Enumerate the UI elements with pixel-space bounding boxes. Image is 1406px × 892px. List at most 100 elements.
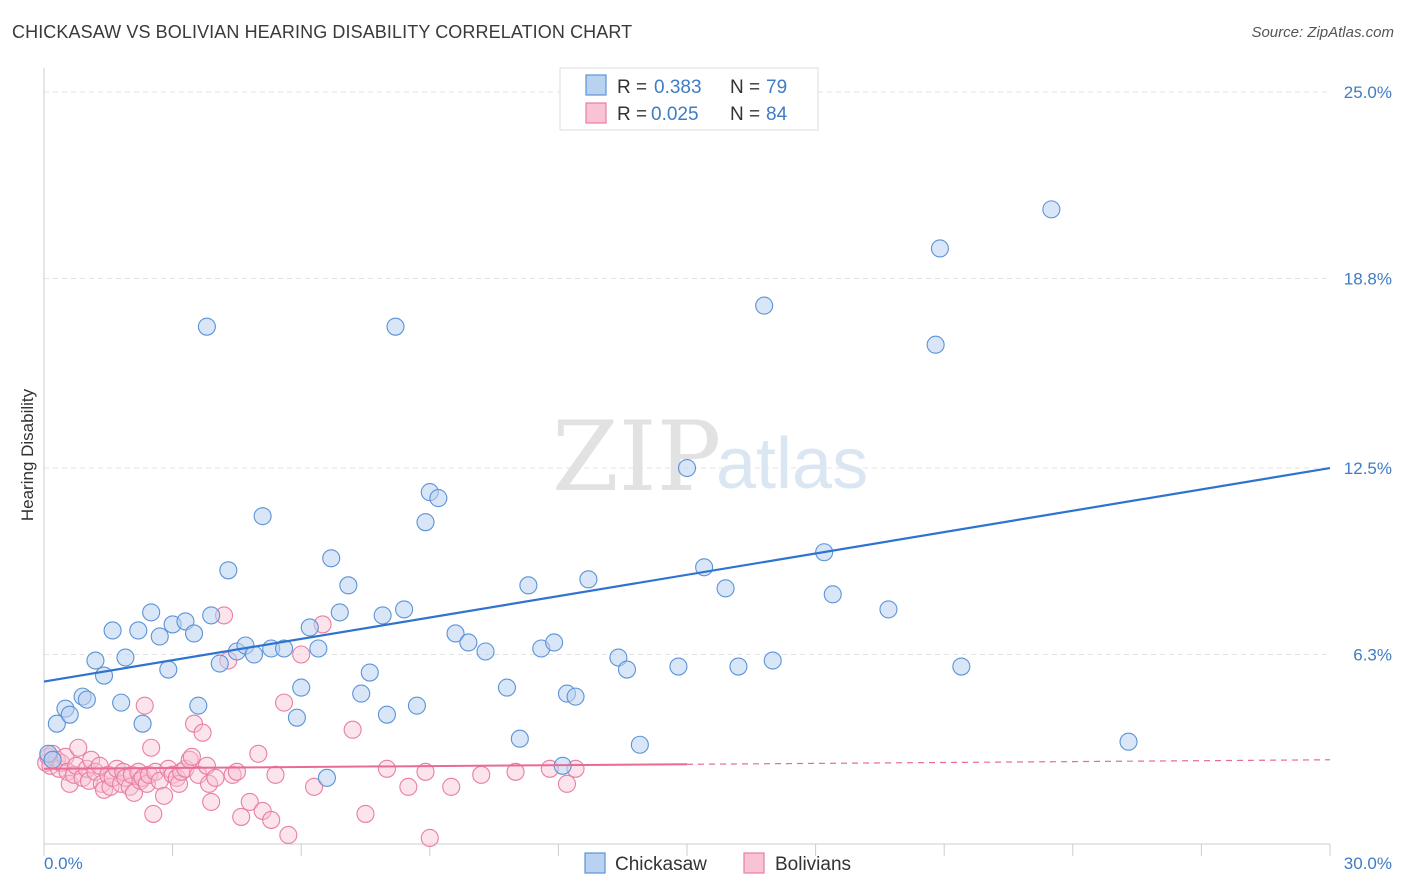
y-tick-label-2: 18.8% (1344, 270, 1392, 289)
bolivians-point-72 (343, 720, 362, 739)
chickasaw-point-69 (755, 296, 774, 315)
bolivians-point-77 (420, 828, 439, 848)
chart-title: CHICKASAW VS BOLIVIAN HEARING DISABILITY… (12, 22, 633, 42)
chickasaw-point-28 (253, 507, 272, 526)
chickasaw-point-67 (716, 579, 735, 598)
watermark-atlas: atlas (716, 424, 868, 504)
chickasaw-point-59 (566, 687, 585, 706)
trend-line-chickasaw (43, 466, 1331, 683)
chickasaw-point-49 (446, 624, 465, 643)
series-bolivians-points (37, 606, 585, 848)
bolivians-point-68 (279, 825, 298, 845)
chickasaw-point-7 (86, 651, 105, 670)
legend-swatch-bolivians (585, 102, 607, 124)
chickasaw-point-76 (952, 657, 971, 676)
legend-n-label-1: N = (730, 77, 760, 98)
chickasaw-point-33 (300, 618, 319, 637)
chickasaw-point-77 (1042, 200, 1061, 219)
x-tick-label-min: 0.0% (44, 854, 83, 873)
bolivians-point-41 (154, 786, 174, 805)
legend-r-label-1: R = (617, 77, 647, 98)
bolivians-point-55 (202, 792, 221, 811)
trend-line-bolivians-dashed (686, 759, 1331, 765)
chickasaw-point-75 (930, 239, 949, 258)
chickasaw-point-46 (416, 513, 435, 532)
chickasaw-point-56 (545, 633, 564, 652)
bolivians-point-75 (399, 777, 418, 796)
chickasaw-point-22 (202, 606, 221, 625)
chickasaw-point-43 (386, 317, 405, 336)
bolivians-point-52 (193, 723, 212, 742)
chickasaw-point-19 (184, 624, 204, 643)
chickasaw-point-4 (60, 705, 79, 724)
chickasaw-point-78 (1119, 732, 1138, 751)
chickasaw-point-31 (287, 708, 306, 727)
chickasaw-point-9 (103, 621, 122, 640)
chickasaw-point-35 (317, 768, 336, 787)
chickasaw-point-11 (116, 648, 135, 667)
chickasaw-point-60 (579, 570, 598, 589)
legend-n-label-2: N = (730, 104, 760, 125)
bolivians-point-74 (377, 759, 396, 778)
legend-swatch-chickasaw (585, 74, 607, 96)
chickasaw-point-12 (129, 621, 148, 640)
y-tick-labels: 6.3% 12.5% 18.8% 25.0% (1344, 83, 1392, 664)
legend-r-label-2: R = (617, 104, 647, 125)
bolivians-point-12 (69, 738, 88, 757)
chickasaw-point-41 (373, 606, 392, 625)
chickasaw-point-13 (133, 714, 152, 733)
chickasaw-point-54 (519, 576, 538, 595)
bolivians-point-78 (442, 777, 461, 796)
chickasaw-point-51 (476, 642, 495, 661)
bolivians-point-49 (182, 747, 201, 766)
chickasaw-point-50 (459, 633, 478, 652)
chickasaw-point-20 (189, 696, 208, 715)
chickasaw-point-30 (275, 639, 294, 658)
chickasaw-point-45 (407, 696, 426, 715)
chickasaw-point-48 (429, 489, 448, 508)
bolivians-point-69 (292, 645, 311, 664)
bolivians-point-63 (249, 744, 268, 763)
bolivians-point-82 (557, 774, 577, 793)
chickasaw-point-64 (669, 657, 688, 676)
y-tick-label-3: 25.0% (1344, 83, 1392, 102)
chickasaw-point-32 (292, 678, 311, 697)
legend-n-value-bolivians: 84 (766, 104, 788, 125)
legend-r-value-chickasaw: 0.383 (654, 77, 702, 98)
bolivians-point-80 (506, 762, 525, 781)
bottom-legend: Chickasaw Bolivians (584, 852, 851, 875)
chickasaw-point-40 (360, 663, 379, 682)
y-axis-label: Hearing Disability (18, 388, 37, 521)
chickasaw-point-39 (352, 684, 371, 703)
bolivians-point-73 (356, 804, 375, 823)
chickasaw-point-73 (879, 600, 898, 619)
bolivians-point-79 (472, 765, 491, 784)
bolivians-point-62 (240, 792, 259, 811)
chickasaw-point-23 (210, 654, 229, 673)
bottom-legend-swatch-chickasaw (584, 852, 606, 874)
chickasaw-point-16 (159, 660, 178, 679)
y-tick-label-0: 6.3% (1353, 646, 1392, 665)
watermark: ZIP atlas (552, 401, 868, 513)
chickasaw-point-37 (330, 603, 349, 622)
trend-lines (43, 466, 1331, 770)
x-tick-label-max: 30.0% (1344, 854, 1392, 873)
bolivians-point-67 (275, 693, 294, 712)
chickasaw-point-1 (43, 750, 62, 769)
source-credit: Source: ZipAtlas.com (1251, 24, 1394, 41)
bolivians-point-66 (266, 765, 285, 784)
chickasaw-point-70 (763, 651, 782, 670)
bolivians-point-38 (144, 804, 163, 823)
bottom-legend-label-chickasaw: Chickasaw (615, 854, 707, 875)
bolivians-point-37 (142, 738, 161, 757)
bottom-legend-swatch-bolivians (743, 852, 765, 874)
chickasaw-point-15 (150, 627, 169, 646)
y-tick-label-1: 12.5% (1344, 459, 1392, 478)
chickasaw-point-34 (309, 639, 328, 658)
legend-r-value-bolivians: 0.025 (651, 104, 699, 125)
bolivians-point-65 (262, 810, 281, 829)
chickasaw-point-74 (926, 335, 945, 354)
chickasaw-point-24 (219, 561, 238, 580)
chickasaw-point-62 (617, 660, 637, 679)
